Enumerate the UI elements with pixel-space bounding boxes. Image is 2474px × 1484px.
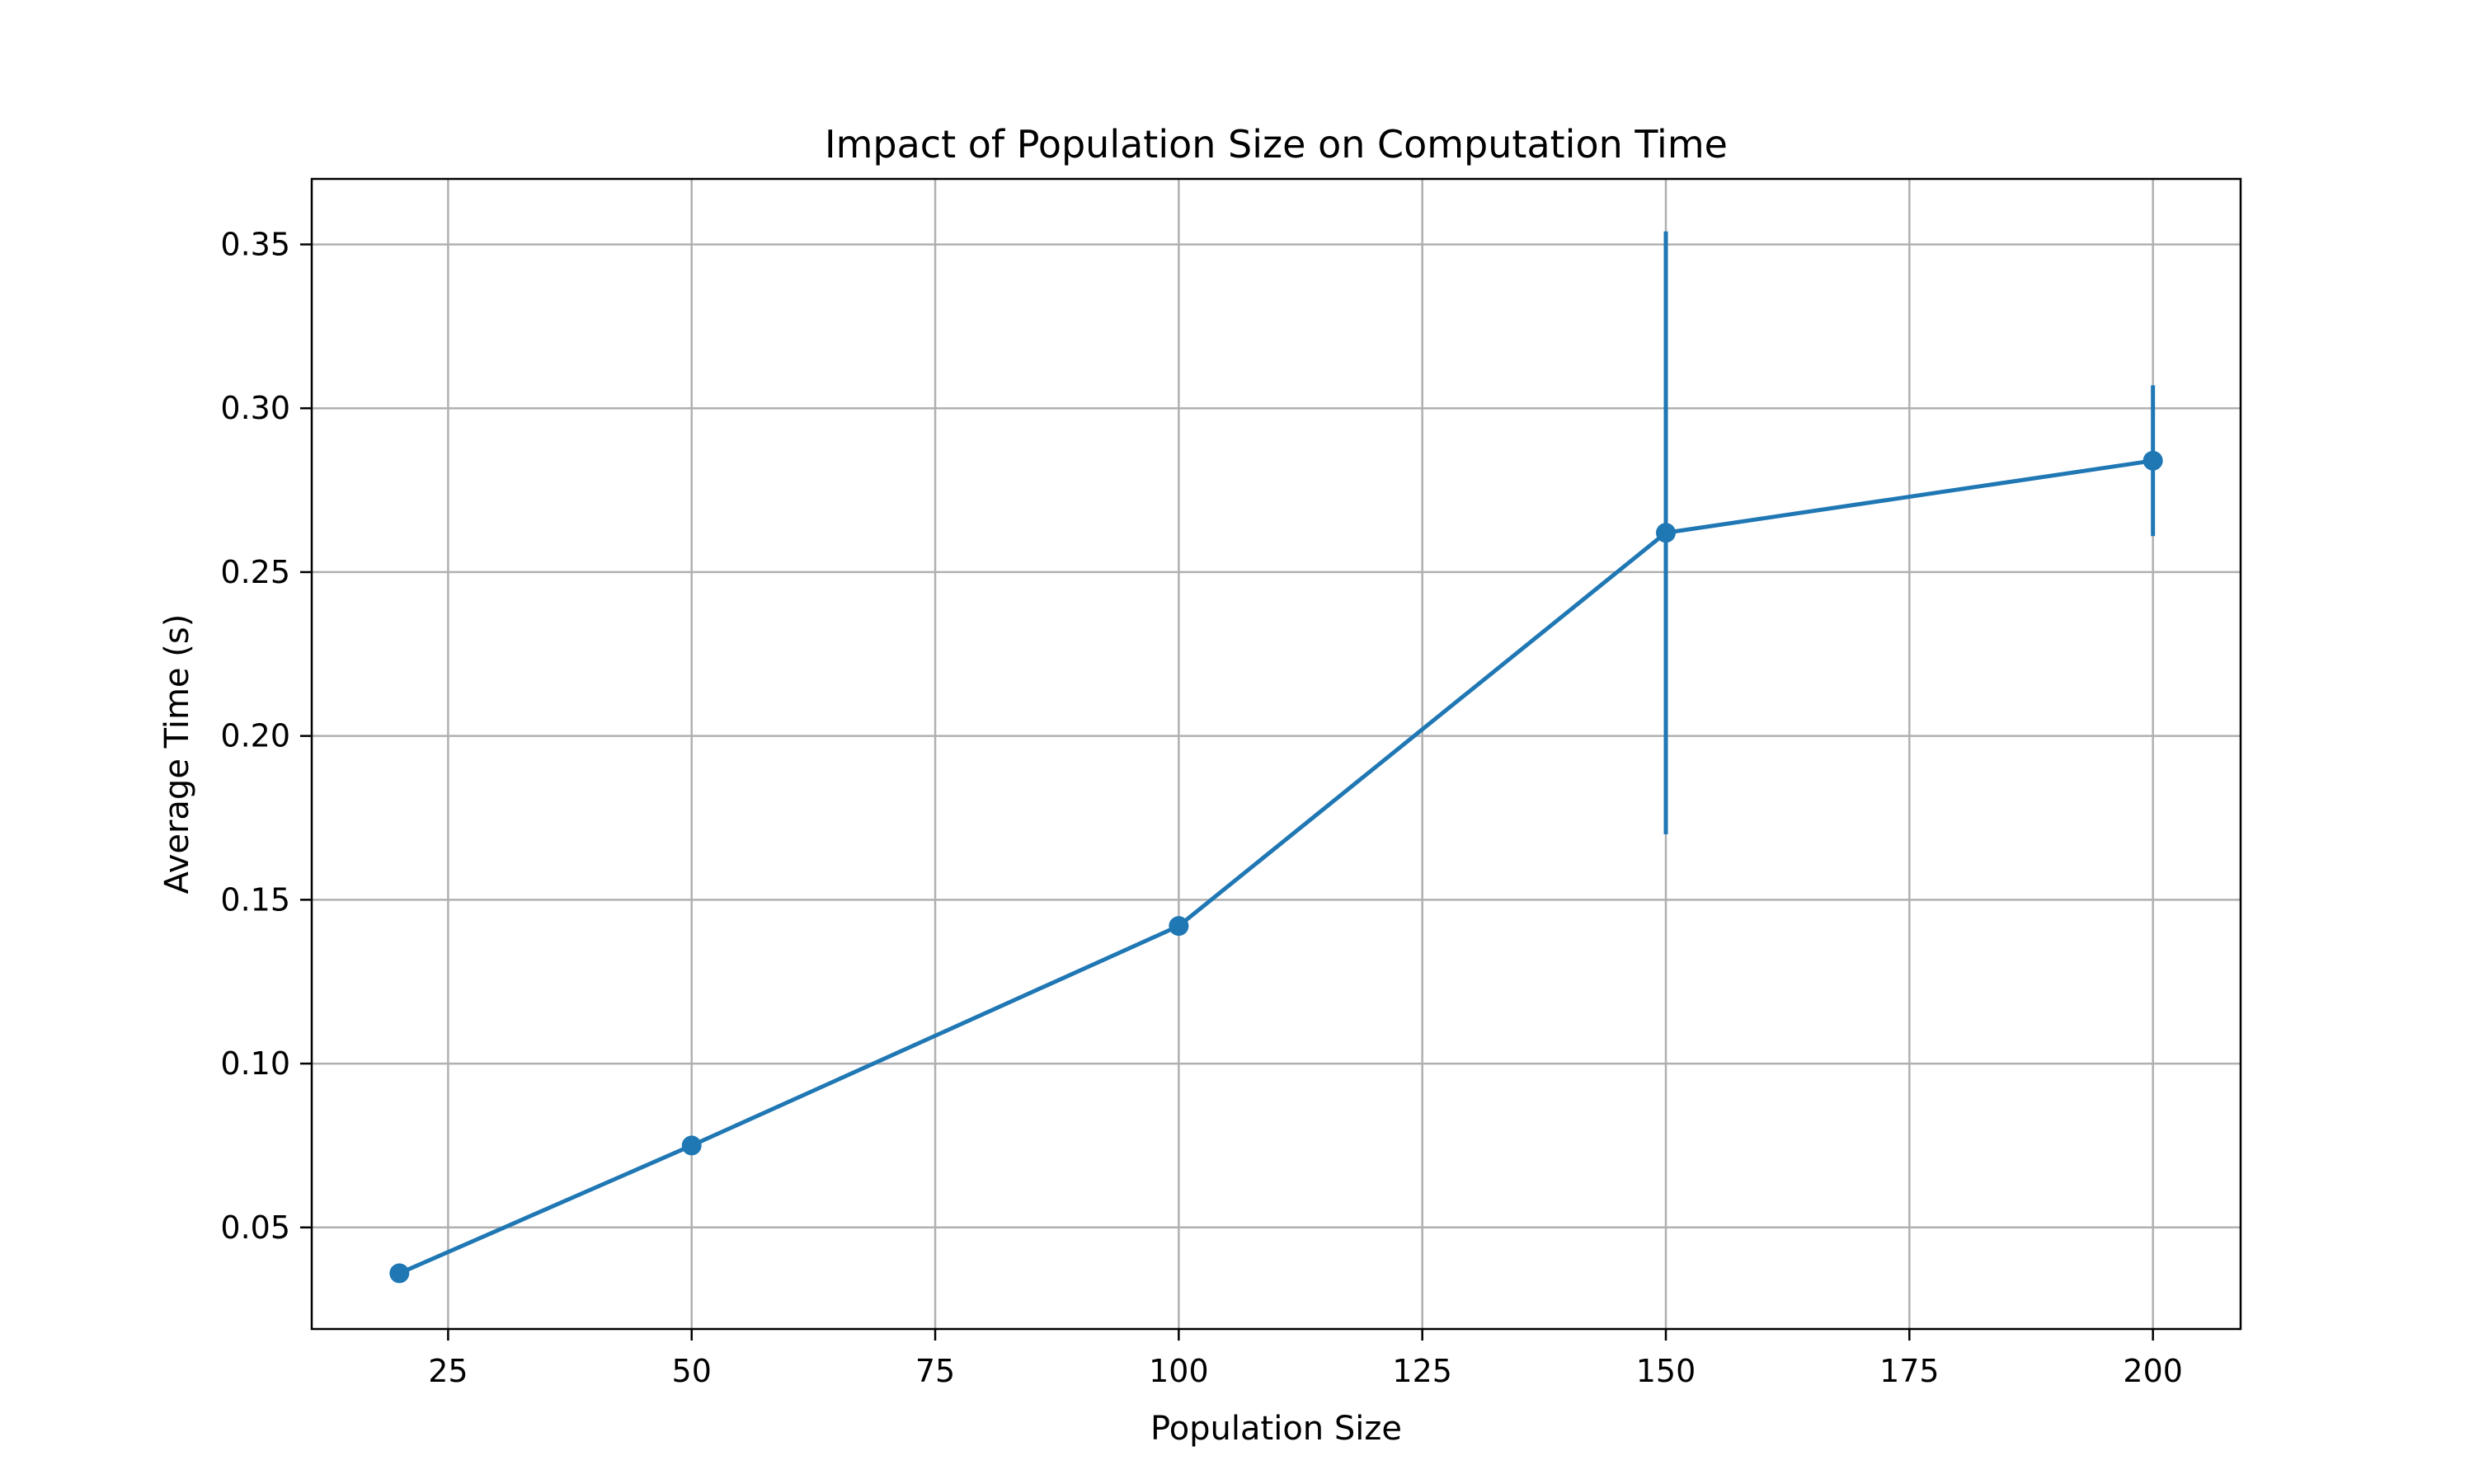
y-tick-label: 0.20	[220, 718, 290, 754]
series-line	[398, 458, 2154, 1275]
y-tick-label: 0.25	[220, 554, 290, 590]
x-tick-label: 150	[1636, 1353, 1696, 1389]
y-tick-label: 0.15	[220, 881, 290, 918]
x-tick-label: 175	[1879, 1353, 1940, 1389]
x-tick-label: 100	[1149, 1353, 1209, 1389]
y-tick-label: 0.30	[220, 390, 290, 426]
y-tick-label: 0.10	[220, 1045, 290, 1082]
axis-ticks	[300, 243, 2154, 1341]
y-tick-labels: 0.05 0.10 0.15 0.20 0.25 0.30 0.35	[220, 226, 290, 1245]
data-point	[1656, 523, 1677, 543]
y-tick-label: 0.35	[220, 226, 290, 262]
y-axis-label: Average Time (s)	[158, 614, 196, 895]
x-axis-label: Population Size	[1150, 1410, 1402, 1448]
grid	[312, 179, 2241, 1329]
data-point	[681, 1135, 702, 1156]
data-series	[389, 450, 2163, 1284]
plot-frame	[310, 177, 2242, 1331]
x-tick-labels: 25 50 75 100 125 150 175 200	[428, 1353, 2183, 1389]
x-tick-label: 50	[672, 1353, 712, 1389]
x-tick-label: 200	[2123, 1353, 2183, 1389]
data-point	[389, 1263, 410, 1284]
x-tick-label: 75	[915, 1353, 955, 1389]
y-tick-label: 0.05	[220, 1209, 290, 1246]
data-point	[1169, 916, 1189, 937]
x-tick-label: 25	[428, 1353, 468, 1389]
chart-title: Impact of Population Size on Computation…	[825, 122, 1728, 167]
data-point	[2142, 450, 2163, 471]
x-tick-label: 125	[1392, 1353, 1452, 1389]
